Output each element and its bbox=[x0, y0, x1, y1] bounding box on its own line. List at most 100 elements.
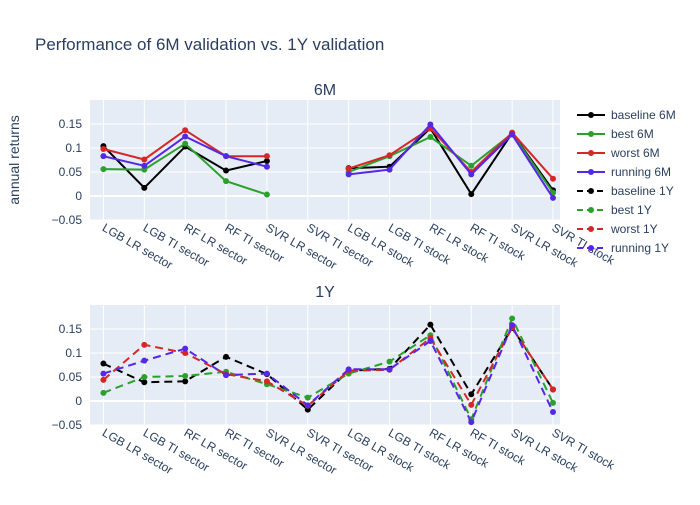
data-point[interactable] bbox=[141, 341, 148, 348]
legend[interactable]: baseline 6M best 6M worst 6M running 6M base… bbox=[577, 108, 676, 255]
legend-item[interactable]: running 1Y bbox=[577, 241, 669, 255]
plot-area bbox=[90, 305, 560, 425]
data-point[interactable] bbox=[509, 322, 516, 329]
legend-label: best 1Y bbox=[611, 203, 652, 217]
data-point[interactable] bbox=[468, 162, 475, 169]
data-point[interactable] bbox=[223, 153, 230, 160]
data-point[interactable] bbox=[223, 167, 230, 174]
series-running-1Y[interactable] bbox=[100, 322, 556, 426]
data-point[interactable] bbox=[263, 191, 270, 198]
y-tick-label: 0.1 bbox=[65, 346, 82, 360]
legend-item[interactable]: worst 6M bbox=[577, 146, 660, 160]
data-point[interactable] bbox=[427, 121, 434, 128]
legend-item[interactable]: baseline 1Y bbox=[577, 184, 674, 198]
legend-marker bbox=[588, 150, 594, 156]
data-point[interactable] bbox=[427, 338, 434, 344]
data-point[interactable] bbox=[304, 394, 311, 401]
data-point[interactable] bbox=[386, 152, 393, 159]
data-point[interactable] bbox=[100, 166, 107, 173]
data-point[interactable] bbox=[550, 409, 556, 416]
legend-label: best 6M bbox=[611, 127, 654, 141]
data-point[interactable] bbox=[509, 315, 516, 322]
series-line bbox=[102, 323, 554, 411]
data-point[interactable] bbox=[223, 353, 230, 360]
data-point[interactable] bbox=[100, 376, 107, 383]
data-point[interactable] bbox=[182, 133, 189, 140]
data-point[interactable] bbox=[182, 373, 189, 380]
data-point[interactable] bbox=[182, 350, 189, 356]
data-point[interactable] bbox=[100, 153, 107, 160]
legend-marker bbox=[588, 226, 594, 232]
data-point[interactable] bbox=[141, 357, 148, 364]
data-point[interactable] bbox=[468, 419, 475, 426]
data-point[interactable] bbox=[468, 191, 475, 198]
data-point[interactable] bbox=[386, 166, 393, 173]
series-line bbox=[102, 325, 554, 408]
data-point[interactable] bbox=[100, 360, 107, 367]
data-point[interactable] bbox=[141, 184, 148, 191]
chart-title: Performance of 6M validation vs. 1Y vali… bbox=[35, 35, 384, 54]
data-point[interactable] bbox=[550, 194, 556, 201]
data-point[interactable] bbox=[304, 402, 311, 409]
legend-marker bbox=[588, 207, 594, 213]
legend-item[interactable]: best 6M bbox=[577, 127, 654, 141]
data-point[interactable] bbox=[345, 165, 352, 172]
data-point[interactable] bbox=[223, 372, 230, 379]
data-point[interactable] bbox=[263, 157, 270, 164]
series-running-6M[interactable] bbox=[100, 121, 556, 201]
legend-marker bbox=[588, 112, 594, 118]
data-point[interactable] bbox=[427, 321, 434, 328]
data-point[interactable] bbox=[263, 163, 270, 170]
data-point[interactable] bbox=[141, 156, 148, 163]
data-point[interactable] bbox=[550, 175, 556, 182]
data-point[interactable] bbox=[182, 127, 189, 134]
data-point[interactable] bbox=[509, 131, 516, 138]
data-point[interactable] bbox=[100, 370, 107, 377]
data-point[interactable] bbox=[550, 386, 556, 393]
subplot-title: 1Y bbox=[315, 284, 335, 301]
data-point[interactable] bbox=[427, 133, 434, 140]
data-point[interactable] bbox=[182, 140, 189, 147]
data-point[interactable] bbox=[386, 366, 393, 373]
y-tick-label: 0.15 bbox=[59, 322, 83, 336]
data-point[interactable] bbox=[100, 389, 107, 396]
y-tick-label: 0 bbox=[75, 189, 82, 203]
legend-marker bbox=[588, 245, 594, 251]
legend-item[interactable]: worst 1Y bbox=[577, 222, 658, 236]
data-point[interactable] bbox=[263, 370, 270, 377]
y-tick-label: 0 bbox=[75, 394, 82, 408]
legend-marker bbox=[588, 131, 594, 137]
x-tick-label: LGB LR sector bbox=[100, 425, 175, 476]
data-point[interactable] bbox=[345, 171, 352, 178]
data-point[interactable] bbox=[550, 399, 556, 406]
data-point[interactable] bbox=[386, 358, 393, 365]
data-point[interactable] bbox=[345, 366, 352, 373]
data-point[interactable] bbox=[182, 345, 189, 352]
x-tick-label: LGB LR sector bbox=[100, 220, 175, 271]
data-point[interactable] bbox=[263, 378, 270, 385]
legend-item[interactable]: best 1Y bbox=[577, 203, 652, 217]
data-point[interactable] bbox=[141, 374, 148, 380]
data-point[interactable] bbox=[468, 391, 475, 398]
data-point[interactable] bbox=[100, 145, 107, 152]
data-point[interactable] bbox=[223, 178, 230, 185]
data-point[interactable] bbox=[141, 379, 148, 386]
y-tick-label: 0.1 bbox=[65, 141, 82, 155]
plot-area bbox=[90, 100, 560, 220]
legend-label: worst 6M bbox=[610, 146, 660, 160]
legend-label: running 1Y bbox=[611, 241, 669, 255]
y-tick-label: 0.05 bbox=[59, 370, 83, 384]
data-point[interactable] bbox=[182, 378, 189, 385]
data-point[interactable] bbox=[468, 401, 475, 408]
subplot-title: 6M bbox=[314, 82, 336, 99]
legend-item[interactable]: running 6M bbox=[577, 165, 671, 179]
data-point[interactable] bbox=[263, 153, 270, 160]
legend-item[interactable]: baseline 6M bbox=[577, 108, 676, 122]
data-point[interactable] bbox=[468, 171, 475, 178]
data-point[interactable] bbox=[141, 162, 148, 169]
